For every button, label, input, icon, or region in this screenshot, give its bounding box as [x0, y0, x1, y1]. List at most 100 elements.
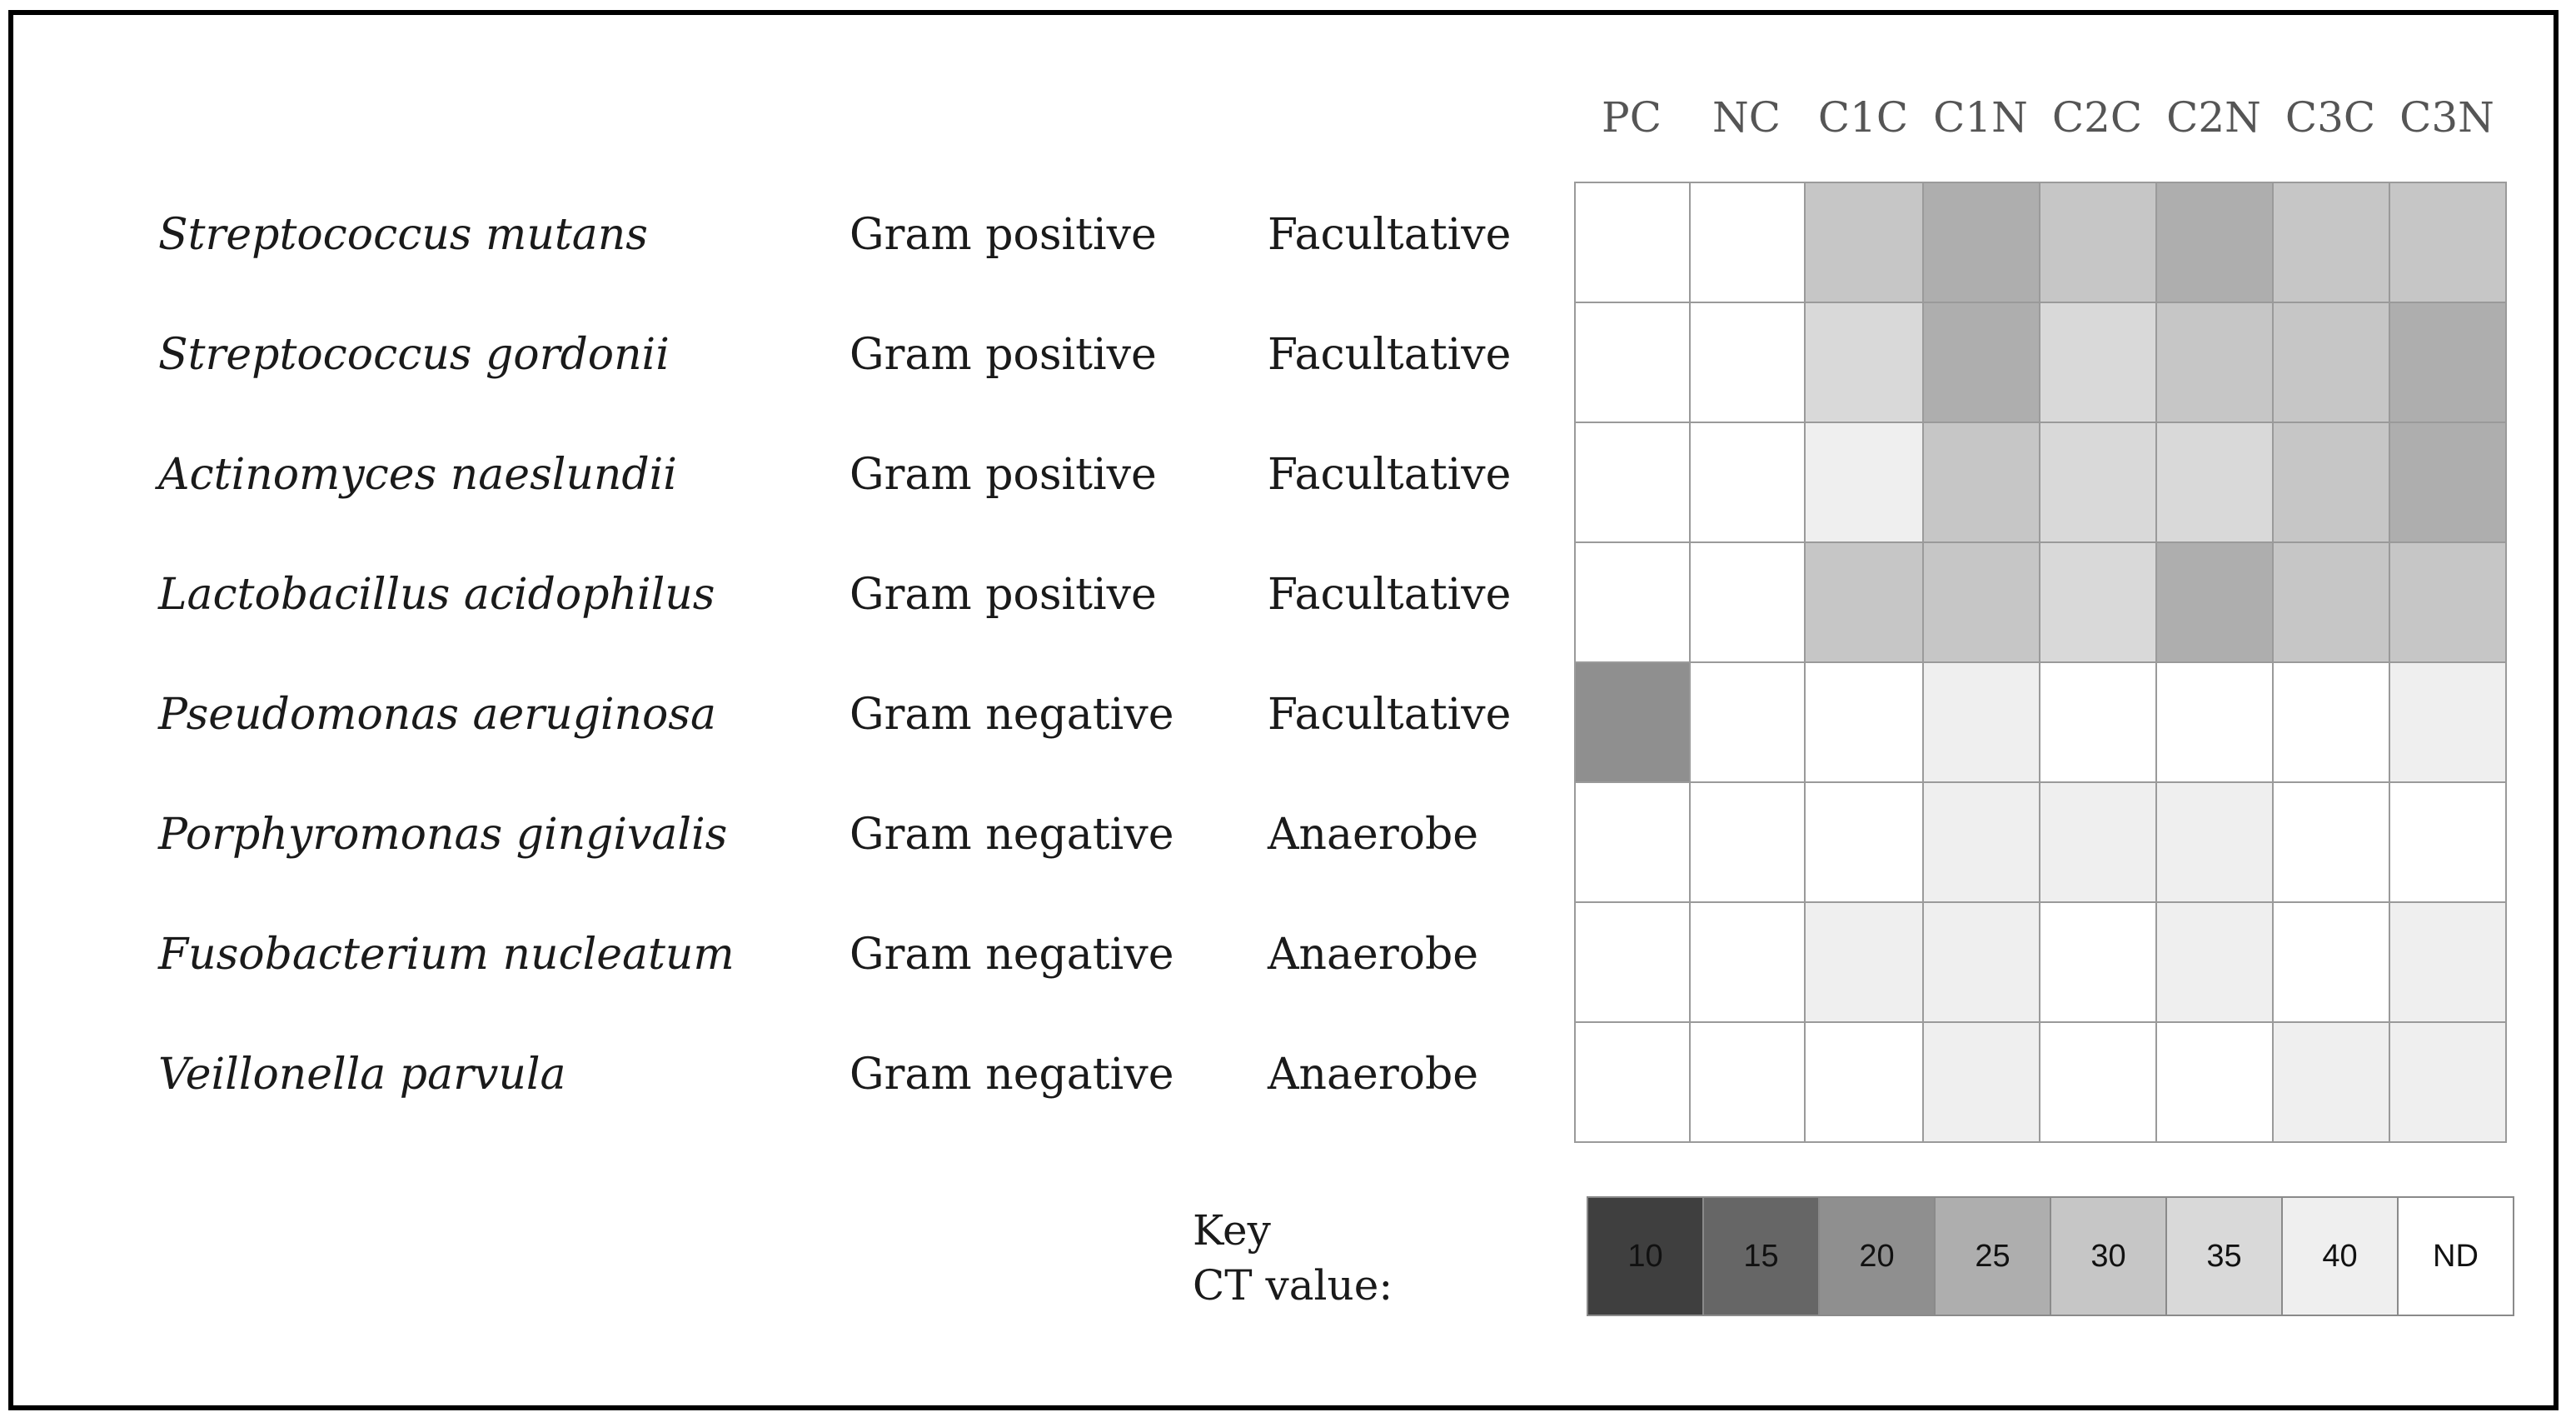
- legend-swatch: 35: [2165, 1196, 2283, 1316]
- heatmap-cell: [2272, 422, 2390, 543]
- heatmap-cell: [1689, 541, 1806, 663]
- heatmap-cell: [1574, 1021, 1691, 1143]
- heatmap-cell: [1689, 302, 1806, 423]
- legend-swatch: 10: [1587, 1196, 1704, 1316]
- heatmap-cell: [1689, 781, 1806, 903]
- column-header: C3C: [2285, 93, 2376, 142]
- heatmap-cell: [2389, 661, 2507, 783]
- heatmap-cell: [1574, 781, 1691, 903]
- oxygen-requirement-label: Facultative: [1268, 330, 1512, 380]
- heatmap-cell: [2389, 901, 2507, 1023]
- heatmap-cell: [2272, 302, 2390, 423]
- legend-swatch: 25: [1934, 1196, 2051, 1316]
- gram-stain-label: Gram negative: [850, 1050, 1174, 1100]
- gram-stain-label: Gram positive: [850, 450, 1157, 500]
- heatmap-cell: [2039, 1021, 2157, 1143]
- heatmap-cell: [1574, 302, 1691, 423]
- oxygen-requirement-label: Facultative: [1268, 570, 1512, 620]
- heatmap-cell: [1804, 182, 1924, 303]
- heatmap-cell: [2272, 1021, 2390, 1143]
- species-label: Streptococcus mutans: [158, 210, 648, 260]
- heatmap-cell: [2155, 901, 2274, 1023]
- heatmap-cell: [1922, 901, 2040, 1023]
- heatmap-cell: [2155, 541, 2274, 663]
- heatmap-cell: [2389, 422, 2507, 543]
- species-label: Lactobacillus acidophilus: [158, 570, 715, 620]
- oxygen-requirement-label: Facultative: [1268, 690, 1512, 740]
- legend-swatch: 20: [1818, 1196, 1936, 1316]
- key-subtitle: CT value:: [1193, 1261, 1393, 1310]
- column-header: C3N: [2399, 93, 2494, 142]
- oxygen-requirement-label: Anaerobe: [1268, 930, 1479, 980]
- heatmap-cell: [2039, 422, 2157, 543]
- heatmap-cell: [1574, 661, 1691, 783]
- legend-swatch: ND: [2397, 1196, 2514, 1316]
- heatmap-cell: [2272, 781, 2390, 903]
- heatmap-cell: [1804, 661, 1924, 783]
- heatmap-cell: [2039, 661, 2157, 783]
- heatmap-cell: [2155, 302, 2274, 423]
- heatmap-cell: [1574, 182, 1691, 303]
- heatmap-cell: [1689, 661, 1806, 783]
- column-header: C2N: [2166, 93, 2261, 142]
- heatmap-cell: [2039, 302, 2157, 423]
- heatmap-cell: [1689, 422, 1806, 543]
- species-label: Streptococcus gordonii: [158, 330, 670, 380]
- heatmap-cell: [2039, 541, 2157, 663]
- heatmap-cell: [1804, 901, 1924, 1023]
- legend-swatch: 30: [2050, 1196, 2167, 1316]
- heatmap-cell: [1922, 1021, 2040, 1143]
- heatmap-cell: [1804, 302, 1924, 423]
- heatmap-cell: [2039, 182, 2157, 303]
- species-label: Fusobacterium nucleatum: [158, 930, 735, 980]
- gram-stain-label: Gram negative: [850, 930, 1174, 980]
- heatmap-cell: [1574, 541, 1691, 663]
- column-header: C1N: [1933, 93, 2028, 142]
- heatmap-cell: [1922, 541, 2040, 663]
- heatmap-cell: [2155, 422, 2274, 543]
- heatmap-cell: [2039, 901, 2157, 1023]
- heatmap-cell: [1804, 422, 1924, 543]
- species-label: Veillonella parvula: [158, 1050, 566, 1100]
- gram-stain-label: Gram negative: [850, 810, 1174, 860]
- heatmap-cell: [1804, 781, 1924, 903]
- heatmap-cell: [1689, 1021, 1806, 1143]
- oxygen-requirement-label: Facultative: [1268, 210, 1512, 260]
- column-header: C2C: [2051, 93, 2143, 142]
- column-header: C1C: [1817, 93, 1909, 142]
- species-label: Pseudomonas aeruginosa: [158, 690, 716, 740]
- column-header: NC: [1712, 93, 1781, 142]
- heatmap-cell: [2155, 781, 2274, 903]
- heatmap-cell: [1574, 422, 1691, 543]
- heatmap-cell: [2389, 541, 2507, 663]
- heatmap-cell: [1689, 901, 1806, 1023]
- heatmap-cell: [1922, 182, 2040, 303]
- heatmap-cell: [2389, 781, 2507, 903]
- heatmap-cell: [2155, 661, 2274, 783]
- heatmap-cell: [1922, 781, 2040, 903]
- heatmap-cell: [2389, 302, 2507, 423]
- gram-stain-label: Gram positive: [850, 330, 1157, 380]
- heatmap-cell: [1804, 1021, 1924, 1143]
- legend-swatch: 40: [2281, 1196, 2399, 1316]
- gram-stain-label: Gram negative: [850, 690, 1174, 740]
- legend-swatch: 15: [1702, 1196, 1820, 1316]
- heatmap-cell: [2389, 182, 2507, 303]
- gram-stain-label: Gram positive: [850, 210, 1157, 260]
- oxygen-requirement-label: Anaerobe: [1268, 810, 1479, 860]
- species-label: Actinomyces naeslundii: [158, 450, 677, 500]
- column-header: PC: [1602, 93, 1662, 142]
- heatmap-cell: [2272, 901, 2390, 1023]
- key-title: Key: [1193, 1206, 1271, 1255]
- species-label: Porphyromonas gingivalis: [158, 810, 728, 860]
- heatmap-cell: [2272, 182, 2390, 303]
- heatmap-cell: [1922, 302, 2040, 423]
- gram-stain-label: Gram positive: [850, 570, 1157, 620]
- heatmap-cell: [1574, 901, 1691, 1023]
- heatmap-cell: [2155, 182, 2274, 303]
- heatmap-cell: [2272, 541, 2390, 663]
- heatmap-cell: [2039, 781, 2157, 903]
- oxygen-requirement-label: Anaerobe: [1268, 1050, 1479, 1100]
- oxygen-requirement-label: Facultative: [1268, 450, 1512, 500]
- heatmap-cell: [2272, 661, 2390, 783]
